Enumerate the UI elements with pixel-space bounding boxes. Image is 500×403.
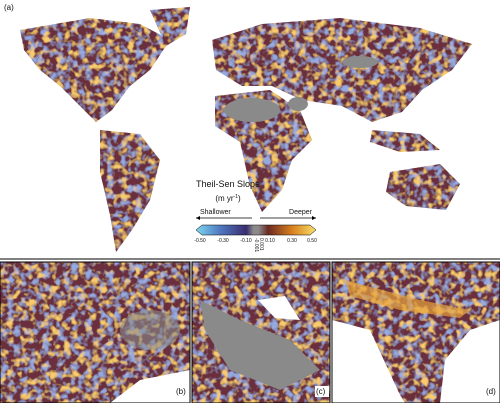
inset-c xyxy=(191,261,331,403)
no-data xyxy=(224,56,378,122)
colorbar-ticks: -0.50 -0.30 -0.10 -0.001 0.001 0.10 0.30 0.50 xyxy=(194,238,317,252)
legend-unit: (m yr-1) xyxy=(215,194,241,203)
tick-label: 0.001 xyxy=(258,238,264,251)
tick-label: -0.10 xyxy=(240,238,252,244)
legend-title: Theil-Sen Slope xyxy=(196,179,260,189)
tick-label: 0.30 xyxy=(287,238,297,244)
label-box xyxy=(485,386,499,397)
tick-label: 0.10 xyxy=(265,238,275,244)
arrow-head xyxy=(312,216,316,220)
unit-text: (m yr xyxy=(215,194,234,203)
inset-d xyxy=(331,261,500,403)
panel-label: (c) xyxy=(316,387,326,396)
label-box xyxy=(315,386,329,397)
unit-sup: -1 xyxy=(234,194,239,200)
label-box xyxy=(175,386,189,397)
arrow-head xyxy=(196,216,200,220)
tick-label: -0.30 xyxy=(217,238,229,244)
arrow-label: Deeper xyxy=(289,209,313,216)
colorbar xyxy=(195,224,317,236)
tick-label: -0.50 xyxy=(194,238,206,244)
tick-label: -0.001 xyxy=(253,238,259,252)
panel-label: (d) xyxy=(486,387,496,396)
panel-label: (b) xyxy=(176,387,186,396)
tick-label: 0.50 xyxy=(307,238,317,244)
world-map xyxy=(20,7,472,252)
unit-close: ) xyxy=(238,194,241,203)
arrow-label: Shallower xyxy=(200,209,231,216)
inset-b xyxy=(0,261,191,403)
panel-label: (a) xyxy=(4,3,14,12)
legend: Theil-Sen Slope (m yr-1) Shallower Deepe… xyxy=(194,179,317,252)
